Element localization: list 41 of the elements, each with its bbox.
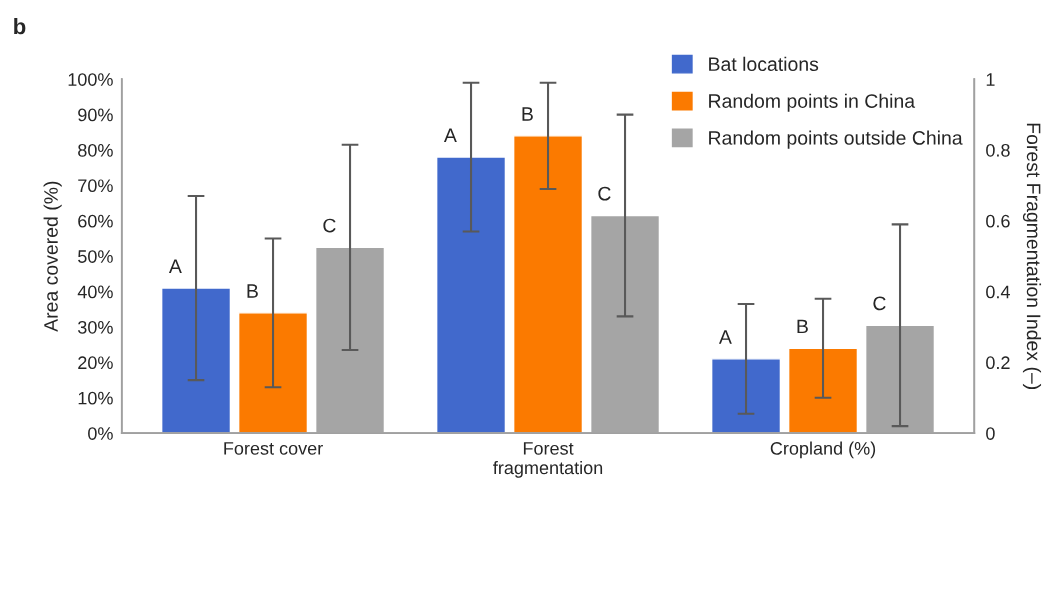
bar	[160, 287, 232, 434]
y-tick-label: 40%	[77, 285, 113, 299]
annotation: B	[797, 319, 808, 334]
y-tick-label: 0%	[88, 427, 113, 440]
legend-label: Bat locations	[709, 56, 819, 72]
annotation: C	[323, 218, 336, 233]
x-tick-label: Forest fragmentation	[493, 442, 603, 478]
y2-tick-label: 0.2	[986, 356, 1010, 370]
y-tick-label: 30%	[78, 320, 113, 334]
y2-tick-label: 0.8	[986, 143, 1010, 157]
chart-title: b	[14, 18, 26, 35]
x-tick-label: Forest cover	[224, 442, 323, 455]
y2-tick-label: 0.4	[986, 285, 1010, 299]
annotation: B	[247, 284, 258, 298]
y2-tick-label: 1	[986, 73, 995, 86]
y2-tick-label: 0.6	[986, 214, 1010, 228]
y2-tick-label: 0	[986, 427, 995, 440]
y-tick-label: 90%	[78, 108, 113, 122]
bar	[710, 358, 782, 434]
annotation: B	[522, 107, 533, 121]
x-tick-label: Cropland (%)	[770, 441, 876, 459]
y-axis-title: Area covered (%)	[43, 181, 62, 332]
y-tick-label: 50%	[78, 250, 113, 263]
legend-label: Random points in China	[709, 93, 916, 112]
y2-axis-title: Forest Fragmentation Index (–)	[1022, 123, 1042, 390]
y-tick-label: 20%	[78, 356, 113, 370]
annotation: C	[873, 296, 886, 311]
y-tick-label: 10%	[78, 391, 113, 405]
y-tick-label: 80%	[78, 143, 113, 157]
annotation: A	[718, 330, 732, 344]
annotation: A	[443, 128, 457, 142]
annotation: C	[598, 186, 611, 201]
bar	[512, 135, 584, 434]
y-tick-label: 70%	[78, 179, 113, 193]
bar	[435, 156, 507, 434]
y-tick-label: 60%	[78, 214, 113, 228]
bar	[787, 347, 859, 434]
legend-label: Random points outside China	[709, 130, 963, 149]
bar	[237, 312, 309, 434]
annotation: A	[168, 259, 182, 273]
y-tick-label: 100%	[68, 73, 113, 86]
